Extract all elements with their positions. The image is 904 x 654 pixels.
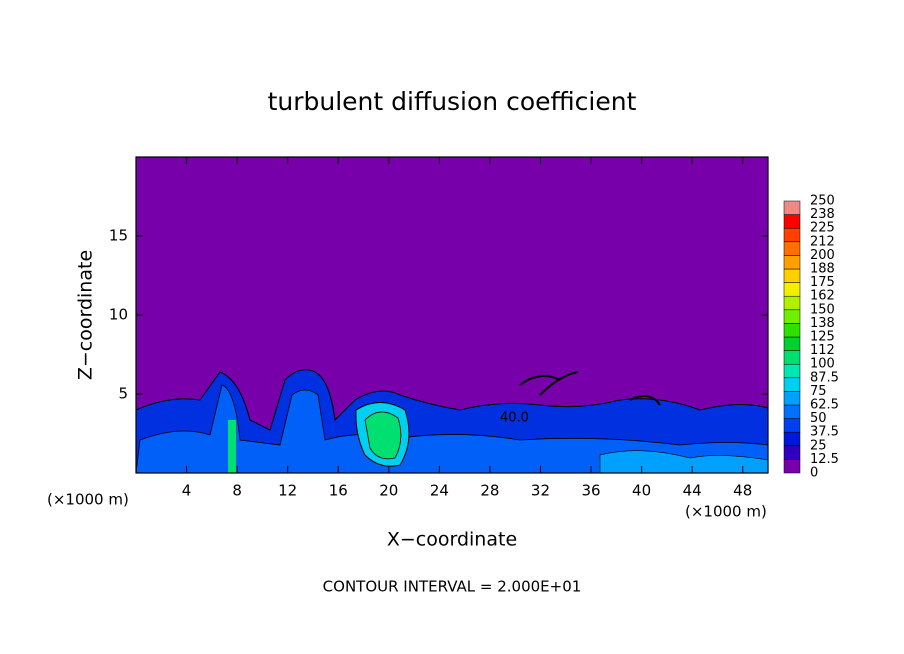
x-tick-label: 24 (430, 482, 449, 500)
colorbar-swatch (783, 431, 801, 447)
colorbar-swatch (783, 295, 801, 311)
x-tick-label: 48 (733, 482, 752, 500)
colorbar-label: 25 (810, 438, 827, 453)
colorbar-label: 125 (810, 330, 835, 345)
annotation: CONTOUR INTERVAL = 2.000E+01 (323, 578, 582, 596)
x-tick-label: 16 (329, 482, 348, 500)
colorbar-swatch (783, 445, 801, 460)
colorbar-label: 75 (810, 384, 827, 399)
colorbar-swatch (783, 200, 801, 215)
x-axis-label: X−coordinate (387, 529, 517, 551)
colorbar-label: 188 (810, 262, 835, 277)
x-tick-label: 20 (379, 482, 398, 500)
x-tick-label: 8 (232, 482, 242, 500)
x-tick-label: 44 (683, 482, 702, 500)
colorbar-swatch (783, 255, 801, 270)
x-tick-label: 4 (182, 482, 192, 500)
colorbar-swatch (783, 323, 801, 338)
colorbar-label: 238 (810, 207, 835, 222)
colorbar-swatch (783, 268, 801, 283)
colorbar-swatch (783, 227, 801, 243)
colorbar-swatch (783, 418, 801, 433)
colorbar-label: 12.5 (810, 452, 839, 467)
colorbar-swatch (783, 404, 801, 419)
colorbar-swatch (783, 214, 801, 229)
y-tick-label: 5 (118, 385, 128, 403)
colorbar-swatch (783, 363, 801, 379)
x-unit-label: (×1000 m) (47, 491, 129, 509)
colorbar-swatch (783, 241, 801, 256)
y-axis-label: Z−coordinate (75, 250, 97, 380)
colorbar-label: 87.5 (810, 370, 839, 385)
colorbar-label: 162 (810, 289, 835, 304)
y-tick-label: 15 (109, 227, 128, 245)
colorbar-swatch (783, 282, 801, 297)
colorbar-label: 175 (810, 275, 835, 290)
y-tick-label: 10 (109, 306, 128, 324)
colorbar-swatch (783, 309, 801, 324)
colorbar-swatch (783, 350, 801, 365)
colorbar-label: 250 (810, 194, 835, 209)
x-tick-label: 28 (480, 482, 499, 500)
colorbar-swatch (783, 391, 801, 406)
colorbar-label: 225 (810, 221, 835, 236)
colorbar-label: 112 (810, 343, 835, 358)
colorbar-label: 50 (810, 411, 827, 426)
x-unit-label: (×1000 m) (685, 503, 767, 521)
colorbar-label: 200 (810, 248, 835, 263)
contour-field (136, 369, 768, 473)
colorbar-label: 62.5 (810, 398, 839, 413)
colorbar-label: 150 (810, 302, 835, 317)
x-tick-label: 36 (581, 482, 600, 500)
contour-label: 40.0 (500, 411, 529, 426)
colorbar-label: 0 (810, 466, 818, 481)
colorbar-swatch (783, 459, 801, 474)
colorbar-label: 212 (810, 234, 835, 249)
colorbar-swatch (783, 336, 801, 351)
colorbar-label: 37.5 (810, 425, 839, 440)
colorbar-label: 100 (810, 357, 835, 372)
x-tick-label: 12 (278, 482, 297, 500)
colorbar-swatch (783, 377, 801, 392)
chart-title: turbulent diffusion coefficient (268, 87, 637, 116)
x-tick-label: 32 (531, 482, 550, 500)
colorbar-label: 138 (810, 316, 835, 331)
x-tick-label: 40 (632, 482, 651, 500)
